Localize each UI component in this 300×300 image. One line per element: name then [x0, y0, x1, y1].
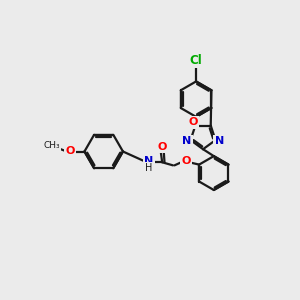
Text: O: O [65, 146, 74, 156]
Text: CH₃: CH₃ [43, 141, 60, 150]
Text: O: O [182, 156, 191, 166]
Text: N: N [145, 156, 154, 166]
Text: H: H [146, 163, 153, 173]
Text: N: N [214, 136, 224, 146]
Text: Cl: Cl [190, 53, 202, 67]
Text: O: O [188, 117, 198, 128]
Text: N: N [182, 136, 191, 146]
Text: O: O [158, 142, 167, 152]
